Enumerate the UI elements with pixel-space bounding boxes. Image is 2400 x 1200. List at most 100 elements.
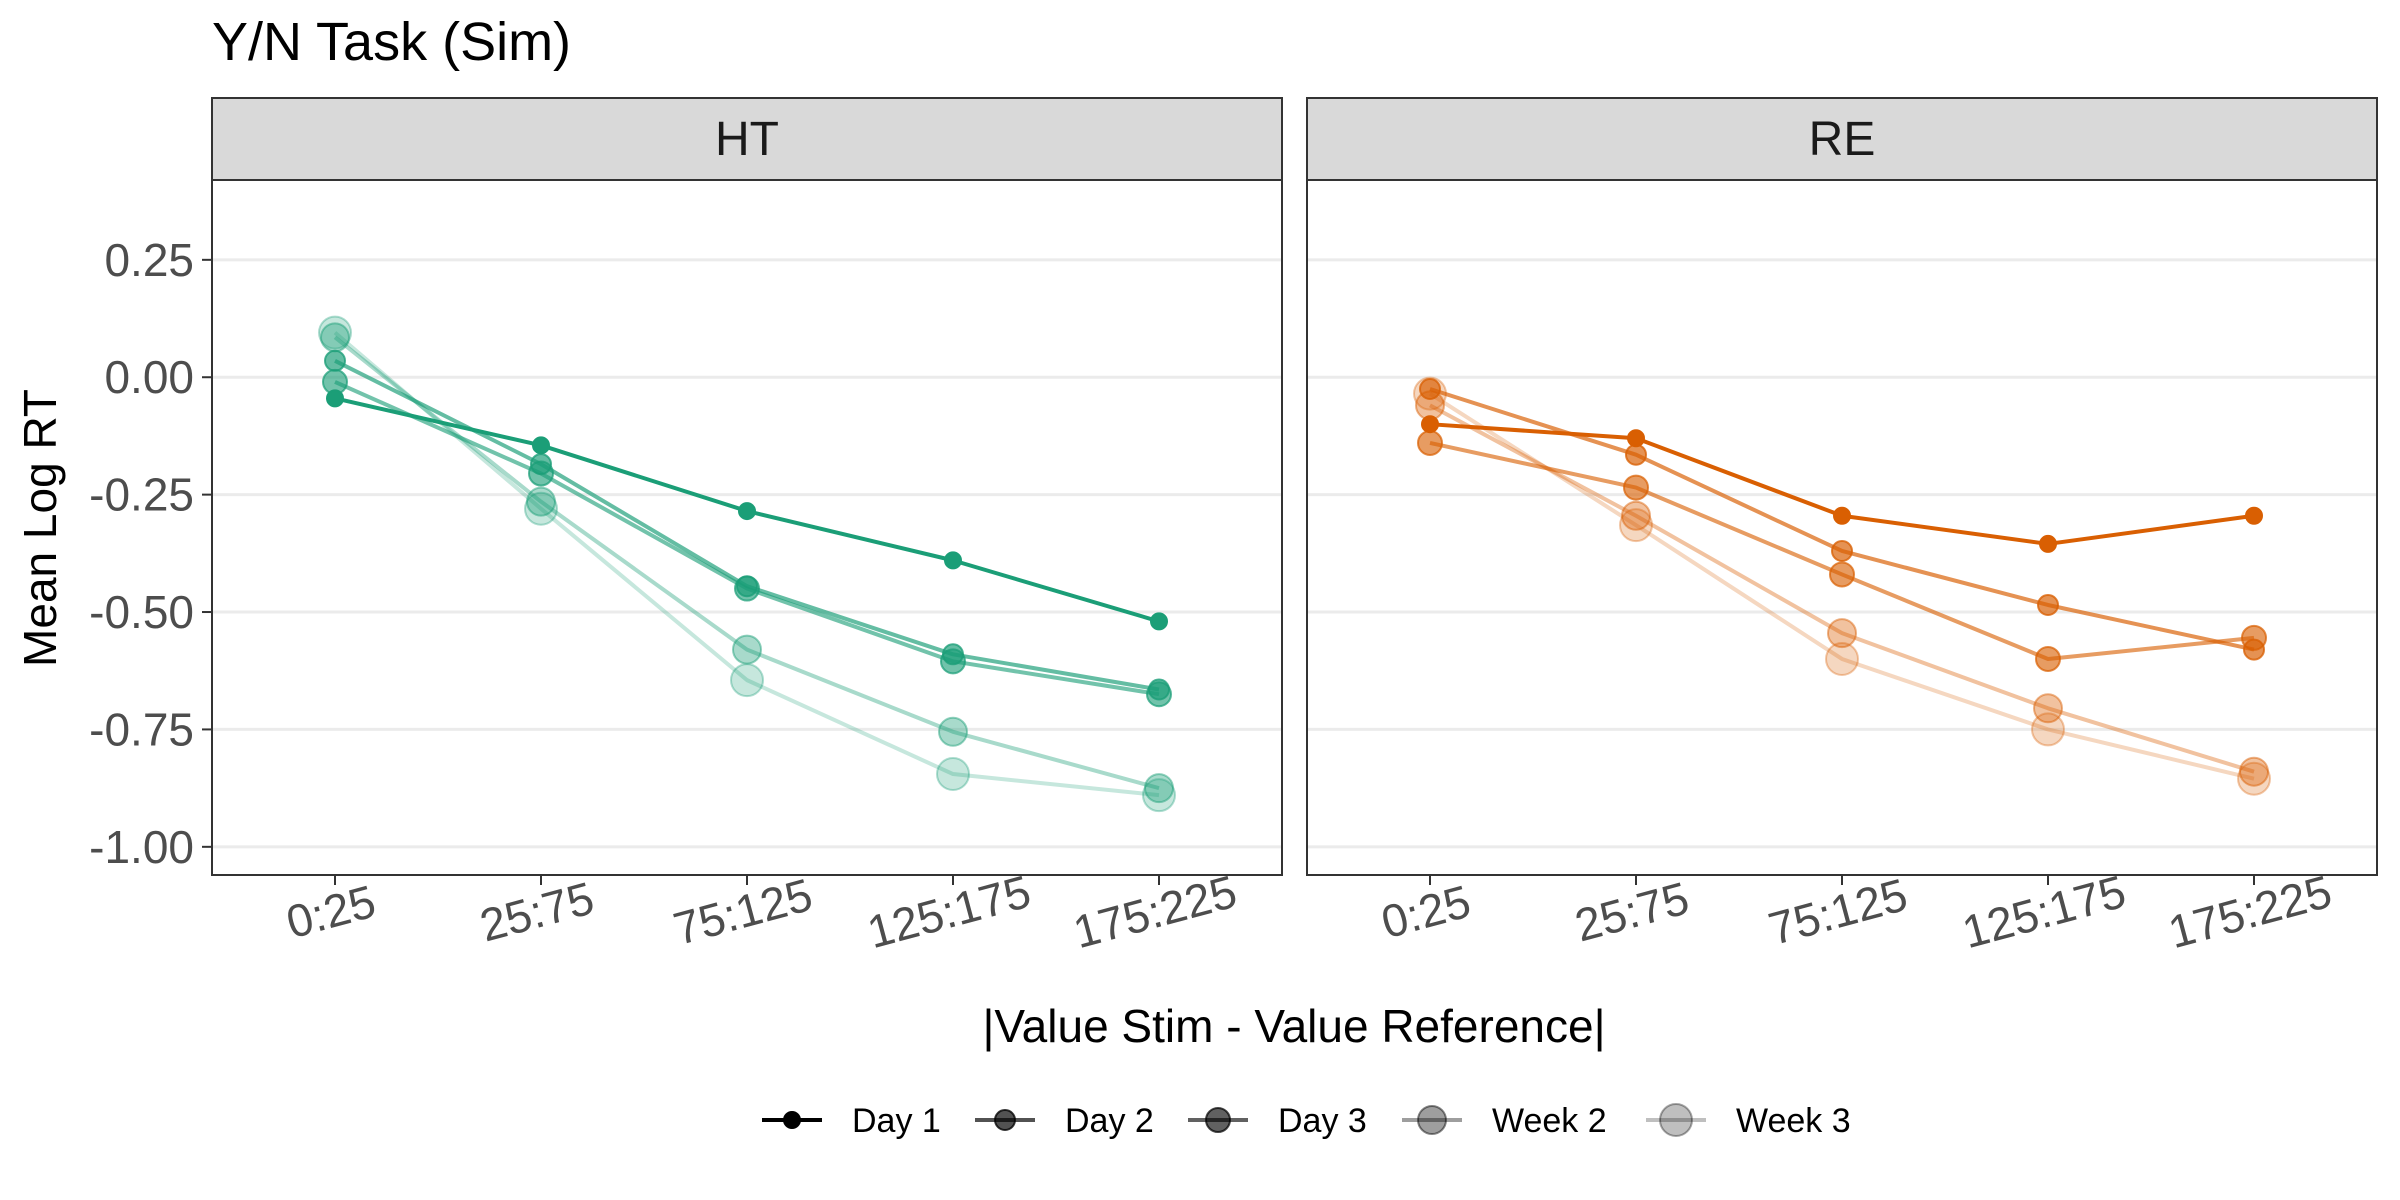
series-re-day-3 — [1417, 429, 2267, 672]
data-point — [1619, 508, 1653, 543]
data-point — [526, 486, 556, 517]
x-tick-label: 0:25 — [1376, 875, 1476, 948]
panel-ht-plot-area — [211, 179, 1283, 876]
data-point — [1419, 377, 1441, 400]
data-point — [1825, 641, 1859, 676]
panel-ht-label: HT — [715, 113, 779, 166]
data-point — [1417, 429, 1443, 456]
series-re-week-2 — [1415, 390, 2269, 787]
y-tick-label: 0.25 — [104, 234, 194, 286]
data-point — [1833, 506, 1851, 525]
panel-ht: HT — [211, 97, 1283, 876]
series-ht-week-3 — [318, 315, 1176, 813]
data-point — [1421, 415, 1439, 434]
data-point — [944, 551, 962, 570]
legend-item-week-2: Week 2 — [1402, 1102, 1607, 1140]
data-point — [2237, 761, 2271, 796]
x-tick-label: 0:25 — [281, 875, 381, 948]
legend-item-day-2: Day 2 — [975, 1102, 1154, 1140]
data-point — [2031, 712, 2065, 747]
data-point — [1625, 443, 1647, 466]
data-point — [936, 757, 970, 792]
data-point — [2033, 693, 2063, 724]
data-point — [1148, 678, 1170, 701]
data-point — [730, 663, 764, 698]
data-point — [2035, 645, 2061, 672]
x-tick-label: 25:75 — [1570, 872, 1695, 952]
chart-title: Y/N Task (Sim) — [212, 12, 571, 72]
series-re-week-3 — [1413, 376, 2271, 796]
legend-item-week-3: Week 3 — [1646, 1102, 1851, 1140]
series-line — [1428, 391, 2255, 781]
data-point — [1150, 612, 1168, 631]
series-line — [333, 331, 1160, 798]
y-tick-label: -1.00 — [89, 821, 194, 873]
data-point — [532, 436, 550, 455]
data-point — [736, 575, 758, 598]
panel-re-gridlines — [1308, 258, 2376, 849]
data-point — [942, 643, 964, 666]
legend-label: Day 2 — [1065, 1102, 1154, 1140]
x-tick-label: 175:225 — [2163, 865, 2337, 958]
x-axis-title: |Value Stim - Value Reference| — [982, 1000, 1605, 1052]
legend-label: Day 3 — [1278, 1102, 1367, 1140]
panel-re-series — [1413, 376, 2271, 796]
y-tick-label: -0.50 — [89, 586, 194, 638]
data-point — [1621, 500, 1651, 531]
legend: Day 1 Day 2 Day 3 Week 2 Week 3 — [762, 1102, 1851, 1140]
legend-item-day-3: Day 3 — [1188, 1102, 1367, 1140]
data-point — [732, 634, 762, 665]
data-point — [2239, 756, 2269, 787]
data-point — [318, 315, 352, 350]
legend-key-point — [994, 1109, 1016, 1131]
x-tick-label: 75:125 — [1763, 868, 1912, 955]
data-point — [2039, 534, 2057, 553]
legend-key-point — [783, 1111, 801, 1129]
data-point — [1829, 561, 1855, 588]
legend-key-point — [1659, 1103, 1693, 1137]
y-axis: 0.25 0.00 -0.25 -0.50 -0.75 -1.00 — [89, 234, 212, 873]
legend-item-day-1: Day 1 — [762, 1102, 941, 1140]
panel-re-strip — [1306, 97, 2378, 181]
legend-label: Week 3 — [1736, 1102, 1851, 1140]
series-ht-day-1 — [326, 389, 1168, 631]
panel-re-plot-area — [1306, 179, 2378, 876]
legend-key-point — [1417, 1105, 1447, 1135]
data-point — [2037, 593, 2059, 616]
series-line — [333, 335, 1160, 791]
series-re-day-1 — [1421, 415, 2263, 553]
x-tick-label: 125:175 — [1957, 865, 2131, 958]
data-point — [938, 716, 968, 747]
legend-key-point — [1205, 1107, 1231, 1133]
data-point — [524, 491, 558, 526]
data-point — [530, 453, 552, 476]
y-tick-label: 0.00 — [104, 351, 194, 403]
data-point — [1623, 474, 1649, 501]
x-tick-label: 75:125 — [668, 868, 817, 955]
x-tick-label: 25:75 — [475, 872, 600, 952]
data-point — [738, 502, 756, 521]
series-line — [1429, 403, 2255, 774]
y-tick-label: -0.75 — [89, 703, 194, 755]
data-point — [1144, 773, 1174, 804]
data-point — [2243, 638, 2265, 661]
data-point — [1142, 778, 1176, 813]
x-tick-label: 175:225 — [1068, 865, 1242, 958]
y-axis-title: Mean Log RT — [14, 389, 66, 667]
series-ht-week-2 — [320, 322, 1174, 804]
data-point — [1627, 429, 1645, 448]
panel-ht-strip — [211, 97, 1283, 181]
data-point — [1827, 618, 1857, 649]
panel-ht-gridlines — [213, 258, 1281, 849]
panel-re: RE — [1306, 97, 2378, 876]
x-axis: 0:25 25:75 75:125 125:175 175:225 0:25 25:75 75… — [281, 865, 2337, 958]
x-tick-label: 125:175 — [862, 865, 1036, 958]
data-point — [324, 349, 346, 372]
data-point — [326, 389, 344, 408]
panel-ht-series — [318, 315, 1176, 813]
y-tick-label: -0.25 — [89, 469, 194, 521]
legend-label: Week 2 — [1492, 1102, 1607, 1140]
data-point — [1831, 539, 1853, 562]
data-point — [320, 322, 350, 353]
